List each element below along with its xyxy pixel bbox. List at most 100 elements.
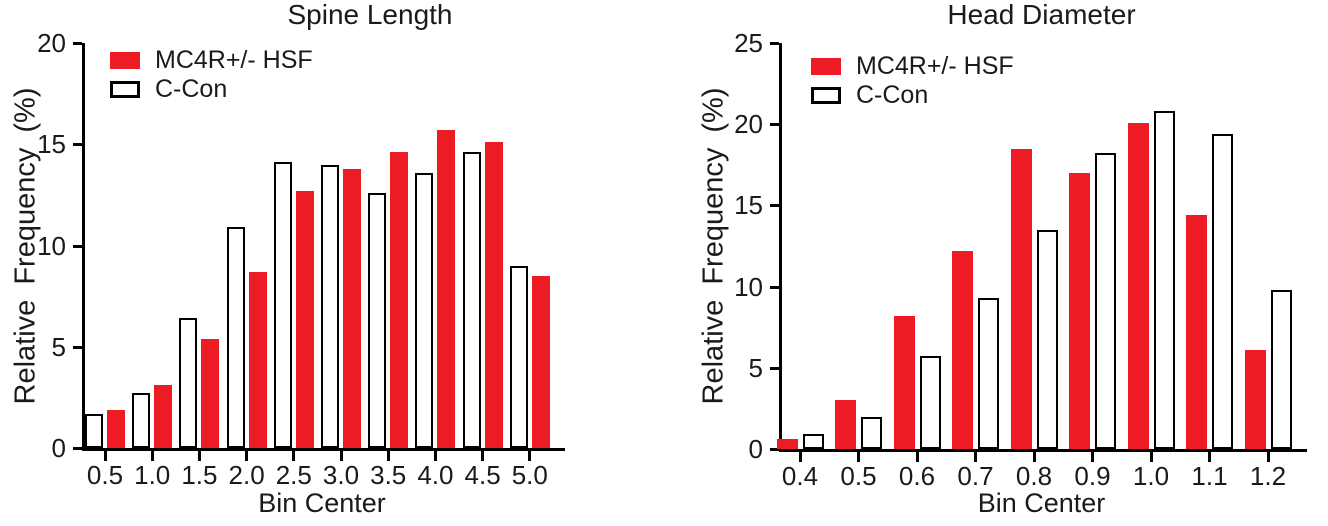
y-tick-mark [770, 448, 779, 451]
bar-mc4r-hsf [1069, 172, 1090, 449]
x-tick-mark [798, 452, 802, 462]
bar-mc4r-hsf [248, 271, 267, 448]
bar-mc4r-hsf [437, 130, 456, 448]
chart-title: Spine Length [287, 0, 453, 30]
bar-c-con [1212, 133, 1233, 449]
x-tick-label: 0.6 [898, 461, 936, 491]
bar-c-con [861, 416, 882, 449]
bar-c-con [179, 318, 198, 448]
x-tick-label: 4.5 [464, 460, 501, 490]
y-tick-label: 5 [51, 331, 66, 362]
legend: MC4R+/- HSF C-Con [811, 51, 1014, 113]
y-tick-label: 0 [748, 434, 763, 464]
legend-item-mc4r-hsf: MC4R+/- HSF [110, 45, 313, 74]
y-tick-label: 20 [734, 109, 763, 140]
legend-label: MC4R+/- HSF [856, 51, 1014, 80]
bar-mc4r-hsf [1127, 122, 1149, 449]
legend-item-c-con: C-Con [110, 76, 313, 101]
bar-c-con [85, 413, 103, 448]
x-tick-mark [245, 451, 249, 461]
x-tick-label: 0.5 [840, 461, 877, 491]
y-tick-label: 15 [734, 190, 763, 221]
x-tick-mark [1266, 452, 1270, 462]
bar-mc4r-hsf [1010, 148, 1032, 449]
bar-c-con [132, 393, 151, 448]
x-tick-label: 1.0 [1132, 461, 1170, 491]
x-tick-label: 4.0 [417, 460, 454, 490]
plot-area [82, 43, 565, 451]
x-tick-mark [1091, 452, 1094, 462]
legend-swatch-white [110, 80, 140, 98]
bar-c-con [368, 192, 387, 448]
x-tick-label: 0.7 [957, 461, 994, 491]
bar-c-con [1036, 229, 1058, 449]
x-tick-mark [150, 451, 154, 461]
y-tick-label: 0 [51, 433, 66, 463]
y-tick-label: 20 [37, 28, 66, 58]
bar-mc4r-hsf [1244, 349, 1266, 449]
y-tick-label: 5 [748, 352, 763, 383]
y-tick-mark [770, 123, 779, 127]
bar-c-con [919, 356, 941, 449]
x-tick-label: 1.1 [1191, 461, 1228, 491]
bar-c-con [273, 162, 292, 448]
plot-area [779, 43, 1307, 452]
bar-c-con [226, 227, 245, 448]
x-tick-mark [386, 451, 390, 461]
x-tick-label: 0.8 [1015, 461, 1053, 491]
y-tick-label: 10 [734, 271, 763, 302]
x-tick-mark [197, 451, 201, 461]
y-tick-label: 10 [37, 230, 66, 261]
legend-label: MC4R+/- HSF [155, 45, 313, 74]
x-tick-mark [292, 451, 296, 461]
x-tick-mark [103, 451, 107, 461]
bar-c-con [1153, 111, 1175, 449]
x-tick-label: 1.5 [181, 460, 218, 490]
x-tick-label: 0.9 [1074, 461, 1111, 491]
x-axis-label: Bin Center [258, 488, 386, 518]
x-tick-mark [915, 452, 919, 462]
legend-item-c-con: C-Con [811, 80, 1014, 109]
bar-mc4r-hsf [107, 409, 125, 448]
x-tick-label: 3.0 [322, 460, 360, 490]
x-tick-mark [1149, 452, 1153, 462]
bar-mc4r-hsf [531, 275, 550, 448]
y-tick-label: 15 [37, 129, 66, 160]
y-tick-mark [73, 143, 82, 147]
bar-mc4r-hsf [201, 338, 220, 448]
y-tick-mark [770, 42, 779, 45]
bar-c-con [509, 265, 528, 448]
bar-mc4r-hsf [390, 152, 409, 448]
bar-mc4r-hsf [952, 250, 973, 449]
bar-mc4r-hsf [295, 190, 314, 448]
bar-c-con [321, 164, 339, 448]
legend-label: C-Con [856, 80, 929, 109]
y-tick-mark [770, 204, 779, 208]
x-tick-mark [1208, 452, 1211, 462]
x-tick-label: 2.5 [275, 460, 312, 490]
x-tick-mark [481, 451, 485, 461]
bar-mc4r-hsf [484, 142, 503, 448]
x-axis-label: Bin Center [977, 488, 1106, 518]
bar-c-con [462, 152, 481, 448]
x-tick-label: 5.0 [511, 460, 548, 490]
y-tick-mark [73, 244, 82, 248]
x-tick-label: 1.0 [134, 460, 171, 490]
x-tick-mark [528, 451, 532, 461]
legend-item-mc4r-hsf: MC4R+/- HSF [811, 51, 1014, 80]
y-tick-mark [770, 285, 779, 289]
bar-mc4r-hsf [776, 439, 798, 449]
x-tick-mark [339, 451, 343, 461]
y-tick-label: 25 [734, 28, 763, 58]
x-tick-mark [974, 452, 977, 462]
x-tick-mark [433, 451, 437, 461]
legend-swatch-red [811, 57, 841, 75]
legend-swatch-red [110, 51, 140, 69]
x-tick-mark [857, 452, 860, 462]
y-tick-mark [73, 447, 82, 450]
legend-swatch-white [811, 86, 841, 104]
y-tick-mark [770, 366, 779, 370]
bar-mc4r-hsf [343, 168, 361, 448]
bar-c-con [1270, 289, 1292, 449]
